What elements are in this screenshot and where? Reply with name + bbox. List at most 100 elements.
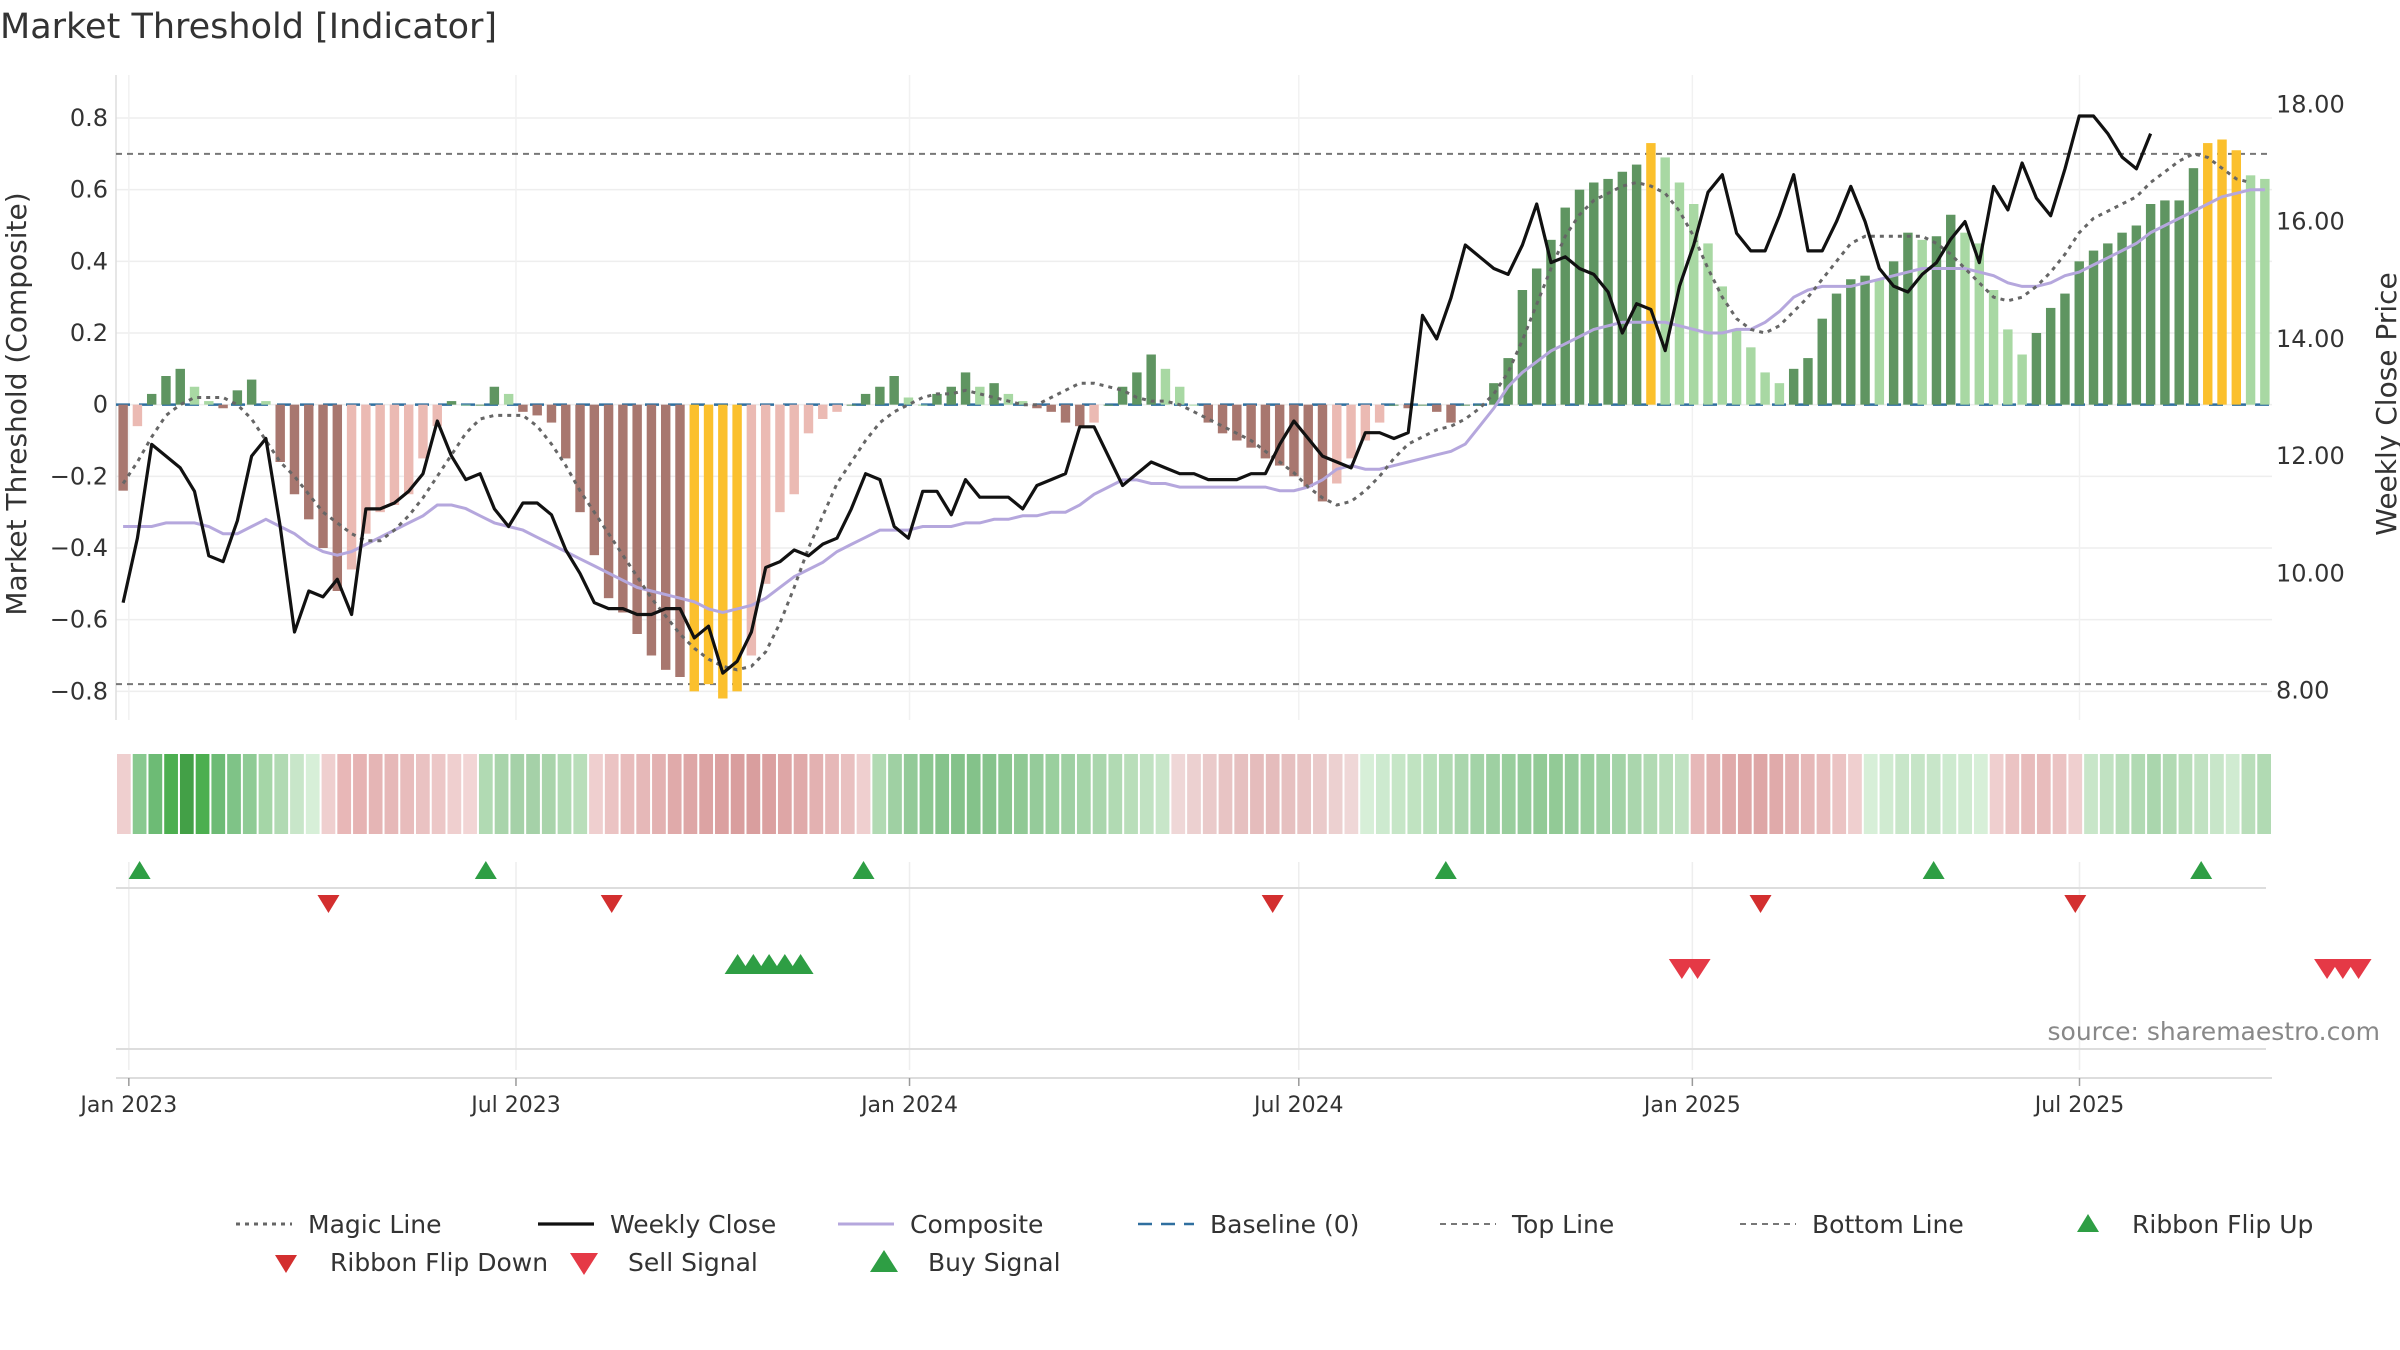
composite-bar [332,404,343,591]
sell-signal-marker [2345,959,2372,979]
ribbon-segment [2178,754,2193,834]
ribbon-segment [793,754,808,834]
composite-bar [2045,307,2056,405]
legend-item: Top Line [1440,1210,1614,1239]
composite-bar [1646,143,1656,405]
composite-bar [2203,143,2213,405]
ribbon-flip-down-marker [1749,895,1772,913]
composite-bar [2088,250,2099,405]
composite-bar [1531,268,1542,405]
ribbon-segment [400,754,415,834]
composite-bar [403,404,414,495]
ribbon-segment [966,754,981,834]
composite-bars [118,139,2270,699]
composite-bar [632,404,642,634]
composite-bar [2031,333,2042,405]
composite-bar [1917,239,1927,405]
composite-bar [932,393,942,405]
ribbon-segment [1344,754,1359,834]
ribbon-segment [1564,754,1579,834]
composite-bar [1403,404,1413,409]
composite-bar [818,404,828,419]
composite-bar [1774,383,1785,405]
x-tick-label: Jan 2025 [1642,1093,1741,1118]
composite-bar [1060,404,1071,423]
right-tick-label: 14.00 [2276,325,2345,353]
ribbon-segment [1014,754,1028,834]
series-lines [121,114,2265,675]
composite-line [123,188,2265,615]
composite-bar [1246,404,1256,448]
composite-bar [775,404,785,513]
ribbon-segment [825,754,839,834]
composite-bar [1988,290,1999,405]
composite-bar [2103,243,2113,405]
ribbon-segment [1816,754,1831,834]
legend-label: Buy Signal [928,1248,1061,1277]
composite-bar [1046,404,1056,412]
ribbon-segment [1800,754,1815,834]
ribbon-segment [1187,754,1201,834]
left-tick-label: 0.6 [70,176,108,204]
ribbon-segment [463,754,477,834]
x-tick-label: Jul 2024 [1252,1093,1344,1118]
composite-bar [475,404,485,406]
right-tick-label: 16.00 [2276,208,2345,236]
ribbon-segment [117,754,131,834]
ribbon-segment [1769,754,1784,834]
ribbon-segment [2068,754,2083,834]
ribbon-segment [557,754,572,834]
composite-bar [432,404,442,427]
composite-bar [975,386,985,405]
composite-bar [318,404,328,548]
ribbon-segment [447,754,462,834]
ribbon-segment [1029,754,1044,834]
ribbon-segment [258,754,273,834]
ribbon-segment [2036,754,2051,834]
ribbon-segment [1643,754,1658,834]
composite-bar [204,401,214,405]
composite-bar [1888,261,1899,405]
right-tick-label: 18.00 [2276,90,2345,118]
composite-bar [1317,404,1328,502]
composite-bar [2145,204,2156,405]
ribbon-flip-down-marker [1261,895,1284,913]
composite-bar [218,404,228,409]
composite-bar [2074,261,2084,405]
composite-bar [1089,404,1099,423]
ribbon-segment [1722,754,1736,834]
ribbon-segment [1218,754,1233,834]
legend-label: Ribbon Flip Down [330,1248,548,1277]
x-tick-label: Jan 2024 [859,1093,958,1118]
composite-bar [1874,279,1885,405]
legend-label: Baseline (0) [1210,1210,1359,1239]
ribbon-segment [1328,754,1343,834]
ribbon-segment [2131,754,2146,834]
composite-bar [575,404,585,513]
legend-item: Weekly Close [538,1210,776,1239]
ribbon-segment [1139,754,1154,834]
legend-swatch [2077,1214,2099,1232]
legend-label: Top Line [1511,1210,1614,1239]
ribbon-segment [2257,754,2271,834]
composite-bar [346,404,357,570]
composite-bar [903,397,914,405]
composite-bar [1846,279,1856,405]
composite-bar [1132,372,1142,405]
composite-bar [1446,404,1456,423]
composite-bar [989,383,999,405]
legend-item: Ribbon Flip Up [2077,1210,2313,1239]
composite-bar [846,404,857,406]
composite-bar [546,404,557,423]
ribbon-segment [1753,754,1768,834]
ribbon-segment [2194,754,2209,834]
ribbon-segment [1706,754,1721,834]
ribbon-segment [1612,754,1626,834]
ribbon-segment [762,754,776,834]
ribbon-segment [1674,754,1689,834]
ribbon-segment [589,754,603,834]
ribbon-segment [1124,754,1138,834]
legend-item: Magic Line [236,1210,442,1239]
composite-bar [1003,393,1014,405]
composite-bar [1103,404,1114,406]
